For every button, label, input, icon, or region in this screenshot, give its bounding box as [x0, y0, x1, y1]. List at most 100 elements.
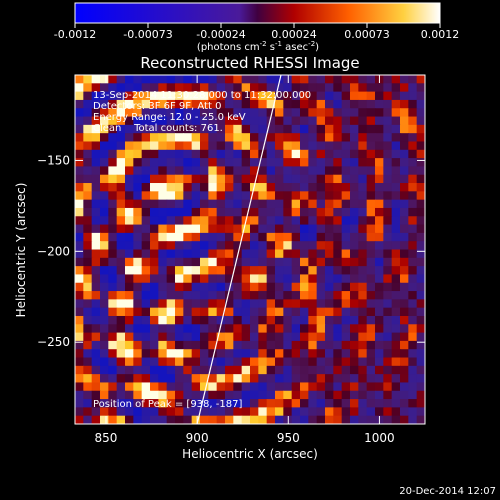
heatmap-cell: [241, 108, 251, 118]
heatmap-cell: [275, 257, 284, 267]
heatmap-cell: [200, 207, 209, 217]
heatmap-cell: [241, 257, 251, 267]
heatmap-cell: [316, 241, 326, 251]
heatmap-cell: [308, 340, 318, 350]
heatmap-cell: [375, 374, 384, 384]
heatmap-cell: [208, 133, 218, 143]
heatmap-cell: [308, 108, 318, 118]
heatmap-cell: [400, 415, 409, 424]
heatmap-cell: [300, 324, 309, 334]
heatmap-cell: [341, 249, 351, 259]
heatmap-cell: [125, 241, 134, 251]
heatmap-cell: [358, 207, 368, 217]
heatmap-cell: [91, 274, 101, 284]
heatmap-cell: [233, 332, 243, 342]
heatmap-cell: [333, 199, 343, 209]
heatmap-cell: [158, 141, 168, 151]
heatmap-cell: [266, 149, 276, 159]
heatmap-cell: [333, 390, 343, 400]
heatmap-cell: [291, 282, 301, 292]
heatmap-cell: [233, 374, 243, 384]
heatmap-cell: [341, 399, 351, 408]
chart-title: Reconstructed RHESSI Image: [140, 54, 359, 72]
heatmap-cell: [108, 116, 118, 126]
heatmap-cell: [408, 349, 418, 359]
heatmap-cell: [183, 415, 193, 424]
heatmap-cell: [400, 390, 409, 400]
heatmap-cell: [258, 232, 268, 242]
heatmap-cell: [366, 216, 376, 226]
heatmap-cell: [191, 224, 201, 234]
heatmap-cell: [216, 249, 226, 259]
heatmap-cell: [375, 224, 384, 234]
heatmap-cell: [416, 357, 425, 367]
heatmap-cell: [191, 199, 201, 209]
heatmap-cell: [350, 415, 359, 424]
heatmap-cell: [408, 407, 418, 417]
heatmap-cell: [333, 83, 343, 93]
heatmap-cell: [133, 282, 143, 292]
heatmap-cell: [208, 282, 218, 292]
heatmap-cell: [116, 207, 126, 217]
heatmap-cell: [116, 332, 126, 342]
heatmap-cell: [275, 183, 284, 192]
heatmap-cell: [75, 232, 84, 242]
heatmap-cell: [216, 207, 226, 217]
heatmap-cell: [291, 108, 301, 118]
heatmap-cell: [250, 382, 259, 392]
heatmap-cell: [391, 232, 401, 242]
heatmap-cell: [175, 324, 184, 334]
x-tick-label: 1000: [364, 431, 395, 445]
heatmap-cell: [216, 390, 226, 400]
heatmap-cell: [350, 216, 359, 226]
heatmap-cell: [141, 274, 151, 284]
heatmap-cell: [383, 141, 393, 151]
heatmap-cell: [333, 291, 343, 300]
heatmap-cell: [300, 232, 309, 242]
heatmap-cell: [191, 315, 201, 325]
heatmap-cell: [158, 315, 168, 325]
heatmap-cell: [400, 199, 409, 209]
heatmap-cell: [233, 357, 243, 367]
heatmap-cell: [233, 124, 243, 134]
heatmap-cell: [333, 232, 343, 242]
heatmap-cell: [408, 274, 418, 284]
heatmap-cell: [208, 382, 218, 392]
heatmap-cell: [308, 332, 318, 342]
heatmap-cell: [100, 191, 109, 201]
heatmap-cell: [191, 324, 201, 334]
heatmap-cell: [383, 415, 393, 424]
heatmap-cell: [258, 249, 268, 259]
heatmap-cell: [191, 116, 201, 126]
heatmap-cell: [341, 299, 351, 309]
heatmap-cell: [366, 399, 376, 408]
heatmap-cell: [83, 399, 93, 408]
heatmap-cell: [408, 374, 418, 384]
heatmap-cell: [391, 124, 401, 134]
heatmap-cell: [308, 158, 318, 168]
heatmap-cell: [150, 241, 159, 251]
heatmap-cell: [358, 133, 368, 143]
heatmap-cell: [83, 191, 93, 201]
heatmap-cell: [333, 365, 343, 375]
heatmap-cell: [400, 266, 409, 276]
heatmap-cell: [358, 232, 368, 242]
heatmap-cell: [333, 274, 343, 284]
heatmap-cell: [233, 299, 243, 309]
heatmap-cell: [241, 116, 251, 126]
heatmap-cell: [266, 124, 276, 134]
heatmap-cell: [225, 266, 234, 276]
heatmap-cell: [383, 149, 393, 159]
heatmap-cell: [91, 158, 101, 168]
heatmap-cell: [233, 75, 243, 84]
heatmap-cell: [241, 207, 251, 217]
heatmap-cell: [300, 299, 309, 309]
heatmap-cell: [325, 241, 334, 251]
heatmap-cell: [91, 415, 101, 424]
heatmap-cell: [141, 407, 151, 417]
heatmap-cell: [366, 207, 376, 217]
heatmap-cell: [175, 390, 184, 400]
heatmap-cell: [166, 249, 176, 259]
heatmap-cell: [225, 124, 234, 134]
colorbar-tick-label: 0.0012: [421, 28, 460, 41]
